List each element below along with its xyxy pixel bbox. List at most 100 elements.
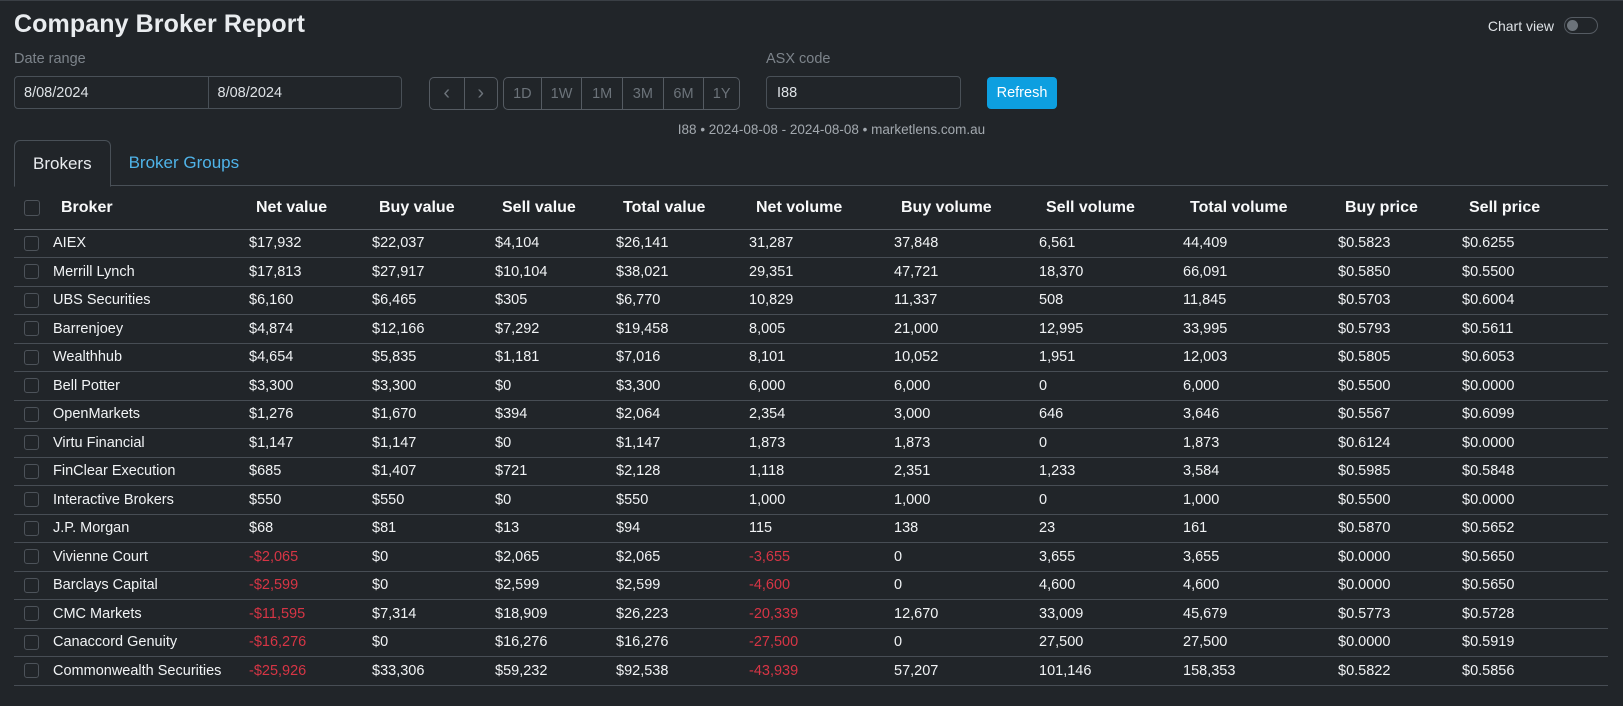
select-all-checkbox[interactable] [24,199,40,216]
row-checkbox[interactable] [24,349,39,365]
row-checkbox[interactable] [24,492,39,508]
period-1w-button[interactable]: 1W [540,78,582,109]
cell-broker: CMC Markets [53,599,249,629]
col-header-sell-price[interactable]: Sell price [1462,187,1608,230]
table-row[interactable]: Interactive Brokers $550 $550 $0 $550 1,000 1,… [14,485,1608,515]
row-select-cell [14,656,53,686]
cell-buy-volume: 47,721 [894,257,1039,287]
table-row[interactable]: FinClear Execution $685 $1,407 $721 $2,128 1,… [14,457,1608,486]
period-1d-button[interactable]: 1D [513,85,532,102]
table-row[interactable]: Barclays Capital -$2,599 $0 $2,599 $2,599 -4,… [14,571,1608,600]
col-header-broker[interactable]: Broker [53,187,249,230]
cell-net-volume: 29,351 [749,257,894,287]
table-row[interactable]: Bell Potter $3,300 $3,300 $0 $3,300 6,000 6,00… [14,371,1608,401]
row-checkbox[interactable] [24,549,39,565]
cell-sell-volume: 1,951 [1039,343,1183,372]
col-header-net-value[interactable]: Net value [249,187,372,230]
period-6m-button[interactable]: 6M [662,78,704,109]
row-checkbox[interactable] [24,406,39,422]
period-1m-button[interactable]: 1M [581,78,622,109]
table-row[interactable]: Wealthhub $4,654 $5,835 $1,181 $7,016 8,101 10… [14,343,1608,372]
row-checkbox[interactable] [24,463,39,479]
table-row[interactable]: OpenMarkets $1,276 $1,670 $394 $2,064 2,354 3,… [14,400,1608,429]
asx-code-input[interactable]: I88 [766,76,961,109]
cell-net-volume: 8,101 [749,343,894,372]
cell-total-volume: 11,845 [1183,286,1338,315]
date-from-input[interactable]: 8/08/2024 [24,84,89,101]
period-3m-button[interactable]: 3M [622,78,663,109]
cell-sell-price: $0.5650 [1462,571,1608,600]
col-header-buy-price[interactable]: Buy price [1338,187,1462,230]
table-row[interactable]: AIEX $17,932 $22,037 $4,104 $26,141 31,287 37,… [14,229,1608,258]
row-checkbox[interactable] [24,435,39,451]
col-header-total-volume[interactable]: Total volume [1183,187,1338,230]
cell-buy-value: $0 [372,571,495,600]
row-checkbox[interactable] [24,520,39,536]
cell-net-value: $68 [249,514,372,543]
date-range-picker[interactable]: 8/08/2024 8/08/2024 [14,76,402,109]
row-select-cell [14,542,53,572]
table-row[interactable]: Canaccord Genuity -$16,276 $0 $16,276 $16,27… [14,628,1608,657]
cell-total-value: $2,065 [616,542,749,572]
cell-net-volume: 1,873 [749,428,894,458]
chart-view-toggle[interactable]: Chart view [1488,17,1598,34]
cell-net-volume: 6,000 [749,371,894,401]
cell-sell-value: $18,909 [495,599,616,629]
col-header-buy-value[interactable]: Buy value [372,187,495,230]
row-select-cell [14,485,53,515]
cell-buy-price: $0.0000 [1338,542,1462,572]
date-nav-group: ‹ › [429,77,498,110]
table-row[interactable]: UBS Securities $6,160 $6,465 $305 $6,770 10,8… [14,286,1608,315]
cell-total-value: $26,141 [616,229,749,258]
row-checkbox[interactable] [24,606,39,622]
report-summary: I88 • 2024-08-08 - 2024-08-08 • marketle… [677,122,986,137]
table-row[interactable]: J.P. Morgan $68 $81 $13 $94 115 138 23 161 $0.587… [14,514,1608,543]
cell-net-value: $6,160 [249,286,372,315]
table-row[interactable]: CMC Markets -$11,595 $7,314 $18,909 $26,223-… [14,599,1608,629]
row-checkbox[interactable] [24,577,39,593]
cell-sell-price: $0.5500 [1462,257,1608,287]
chart-view-switch[interactable] [1564,17,1598,34]
cell-net-volume: 1,118 [749,457,894,486]
row-checkbox[interactable] [24,378,39,394]
row-checkbox[interactable] [24,235,39,251]
col-header-sell-value[interactable]: Sell value [495,187,616,230]
chevron-left-icon[interactable]: ‹ [443,82,451,104]
cell-sell-value: $4,104 [495,229,616,258]
row-checkbox[interactable] [24,321,39,337]
cell-buy-volume: 3,000 [894,400,1039,429]
table-row[interactable]: Barrenjoey $4,874 $12,166 $7,292 $19,458 8,00… [14,314,1608,344]
cell-sell-volume: 1,233 [1039,457,1183,486]
row-checkbox[interactable] [24,292,39,308]
cell-sell-value: $2,599 [495,571,616,600]
cell-sell-value: $305 [495,286,616,315]
table-row[interactable]: Merrill Lynch $17,813 $27,917 $10,104 $38,02… [14,257,1608,287]
cell-sell-price: $0.6255 [1462,229,1608,258]
table-row[interactable]: Vivienne Court -$2,065 $0 $2,065 $2,065 -3,65… [14,542,1608,572]
tab-broker-groups[interactable]: Broker Groups [128,153,240,172]
chevron-right-icon[interactable]: › [463,78,498,109]
period-group: 1D 1W 1M 3M 6M 1Y [503,77,740,110]
cell-total-volume: 45,679 [1183,599,1338,629]
refresh-button[interactable]: Refresh [987,77,1057,109]
table-row[interactable]: Commonwealth Securities -$25,926 $33,306 $5… [14,656,1608,686]
cell-sell-price: $0.5652 [1462,514,1608,543]
table-row[interactable]: Virtu Financial $1,147 $1,147 $0 $1,147 1,873… [14,428,1608,458]
row-checkbox[interactable] [24,634,39,650]
col-header-buy-volume[interactable]: Buy volume [894,187,1039,230]
cell-sell-value: $0 [495,371,616,401]
cell-buy-volume: 138 [894,514,1039,543]
period-1y-button[interactable]: 1Y [703,78,739,109]
col-header-sell-volume[interactable]: Sell volume [1039,187,1183,230]
cell-total-volume: 33,995 [1183,314,1338,344]
row-checkbox[interactable] [24,663,39,679]
cell-sell-volume: 646 [1039,400,1183,429]
cell-broker: Barrenjoey [53,314,249,344]
cell-broker: Wealthhub [53,343,249,372]
date-to-input[interactable]: 8/08/2024 [207,77,402,108]
col-header-net-volume[interactable]: Net volume [749,187,894,230]
cell-buy-volume: 0 [894,571,1039,600]
row-checkbox[interactable] [24,264,39,280]
tab-brokers[interactable]: Brokers [14,140,111,187]
col-header-total-value[interactable]: Total value [616,187,749,230]
